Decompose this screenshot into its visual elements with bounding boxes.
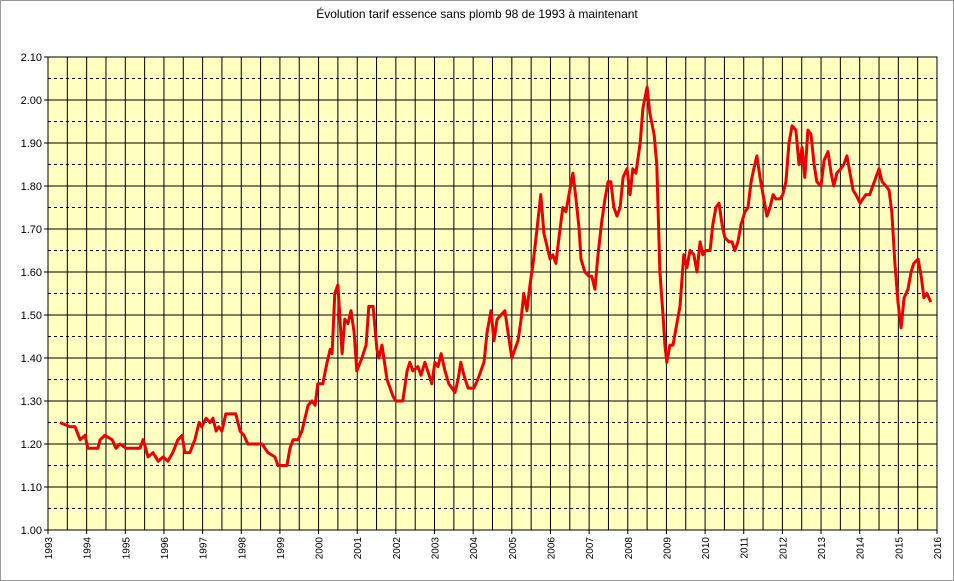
y-tick-label: 1.60 bbox=[21, 267, 42, 279]
x-tick-label: 1993 bbox=[44, 537, 55, 560]
x-tick-label: 2000 bbox=[315, 537, 326, 560]
y-tick-label: 2.00 bbox=[21, 95, 42, 107]
x-tick-label: 2011 bbox=[740, 537, 751, 559]
x-tick-label: 2007 bbox=[585, 537, 596, 560]
y-tick-label: 1.70 bbox=[21, 224, 42, 236]
y-tick-label: 1.20 bbox=[21, 439, 42, 451]
x-tick-label: 1997 bbox=[199, 537, 210, 560]
y-tick-label: 1.00 bbox=[21, 525, 42, 537]
x-tick-label: 2010 bbox=[701, 537, 712, 560]
x-tick-label: 2008 bbox=[624, 537, 635, 560]
x-tick-label: 1995 bbox=[121, 537, 132, 560]
y-tick-label: 1.50 bbox=[21, 310, 42, 322]
x-tick-label: 2004 bbox=[469, 537, 480, 560]
x-tick-label: 2006 bbox=[546, 537, 557, 560]
x-tick-label: 2003 bbox=[431, 537, 442, 560]
y-tick-label: 1.30 bbox=[21, 396, 42, 408]
y-tick-label: 1.80 bbox=[21, 181, 42, 193]
x-tick-label: 2001 bbox=[353, 537, 364, 560]
x-tick-label: 2012 bbox=[778, 537, 789, 560]
x-tick-label: 2014 bbox=[856, 537, 867, 560]
y-tick-label: 1.10 bbox=[21, 482, 42, 494]
x-tick-label: 2005 bbox=[508, 537, 519, 560]
x-tick-label: 1996 bbox=[160, 537, 171, 560]
x-tick-label: 2009 bbox=[662, 537, 673, 560]
x-tick-label: 1998 bbox=[237, 537, 248, 560]
x-tick-label: 2002 bbox=[392, 537, 403, 560]
marks bbox=[59, 85, 933, 467]
x-tick-label: 2013 bbox=[817, 537, 828, 560]
plot-border bbox=[47, 56, 938, 531]
y-tick-label: 1.40 bbox=[21, 353, 42, 365]
x-tick-label: 1999 bbox=[276, 537, 287, 560]
line bbox=[59, 85, 933, 467]
chart-title: Évolution tarif essence sans plomb 98 de… bbox=[316, 6, 638, 21]
y-tick-label: 1.90 bbox=[21, 138, 42, 150]
y-tick-label: 2.10 bbox=[21, 52, 42, 64]
x-tick-label: 2015 bbox=[894, 537, 905, 560]
x-tick-label: 2016 bbox=[933, 537, 944, 560]
x-tick-label: 1994 bbox=[83, 537, 94, 560]
